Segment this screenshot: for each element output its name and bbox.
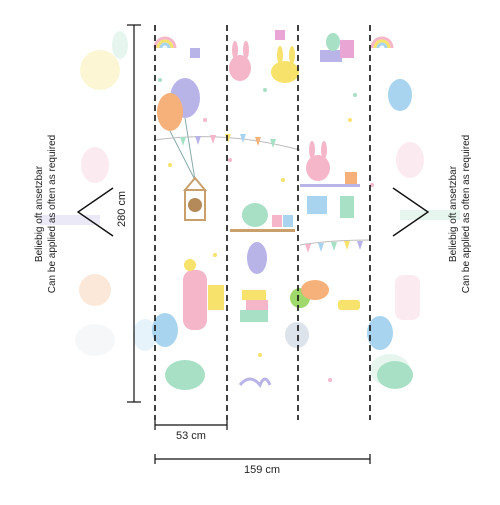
chevron-right-icon — [392, 187, 430, 237]
total-width-dimension-line — [154, 454, 371, 464]
right-note-line1: Beliebig oft ansetzbar — [448, 165, 459, 263]
left-repeat-note: Beliebig oft ansetzbar Can be applied as… — [33, 114, 61, 314]
left-note-line1: Beliebig oft ansetzbar — [34, 165, 45, 263]
total-width-label: 159 cm — [243, 464, 281, 476]
wallpaper-illustration — [152, 30, 413, 390]
left-note-line2: Can be applied as often as required — [47, 134, 58, 294]
height-label: 280 cm — [116, 190, 128, 228]
faded-repeat-left — [40, 31, 157, 356]
panel-seam-lines — [154, 25, 371, 420]
panel-width-label: 53 cm — [176, 430, 206, 442]
height-dimension-line — [127, 24, 141, 403]
panel-width-dimension-line — [154, 420, 228, 430]
right-repeat-note: Beliebig oft ansetzbar Can be applied as… — [447, 114, 475, 314]
chevron-left-icon — [76, 187, 114, 237]
right-note-line2: Can be applied as often as required — [461, 134, 472, 294]
